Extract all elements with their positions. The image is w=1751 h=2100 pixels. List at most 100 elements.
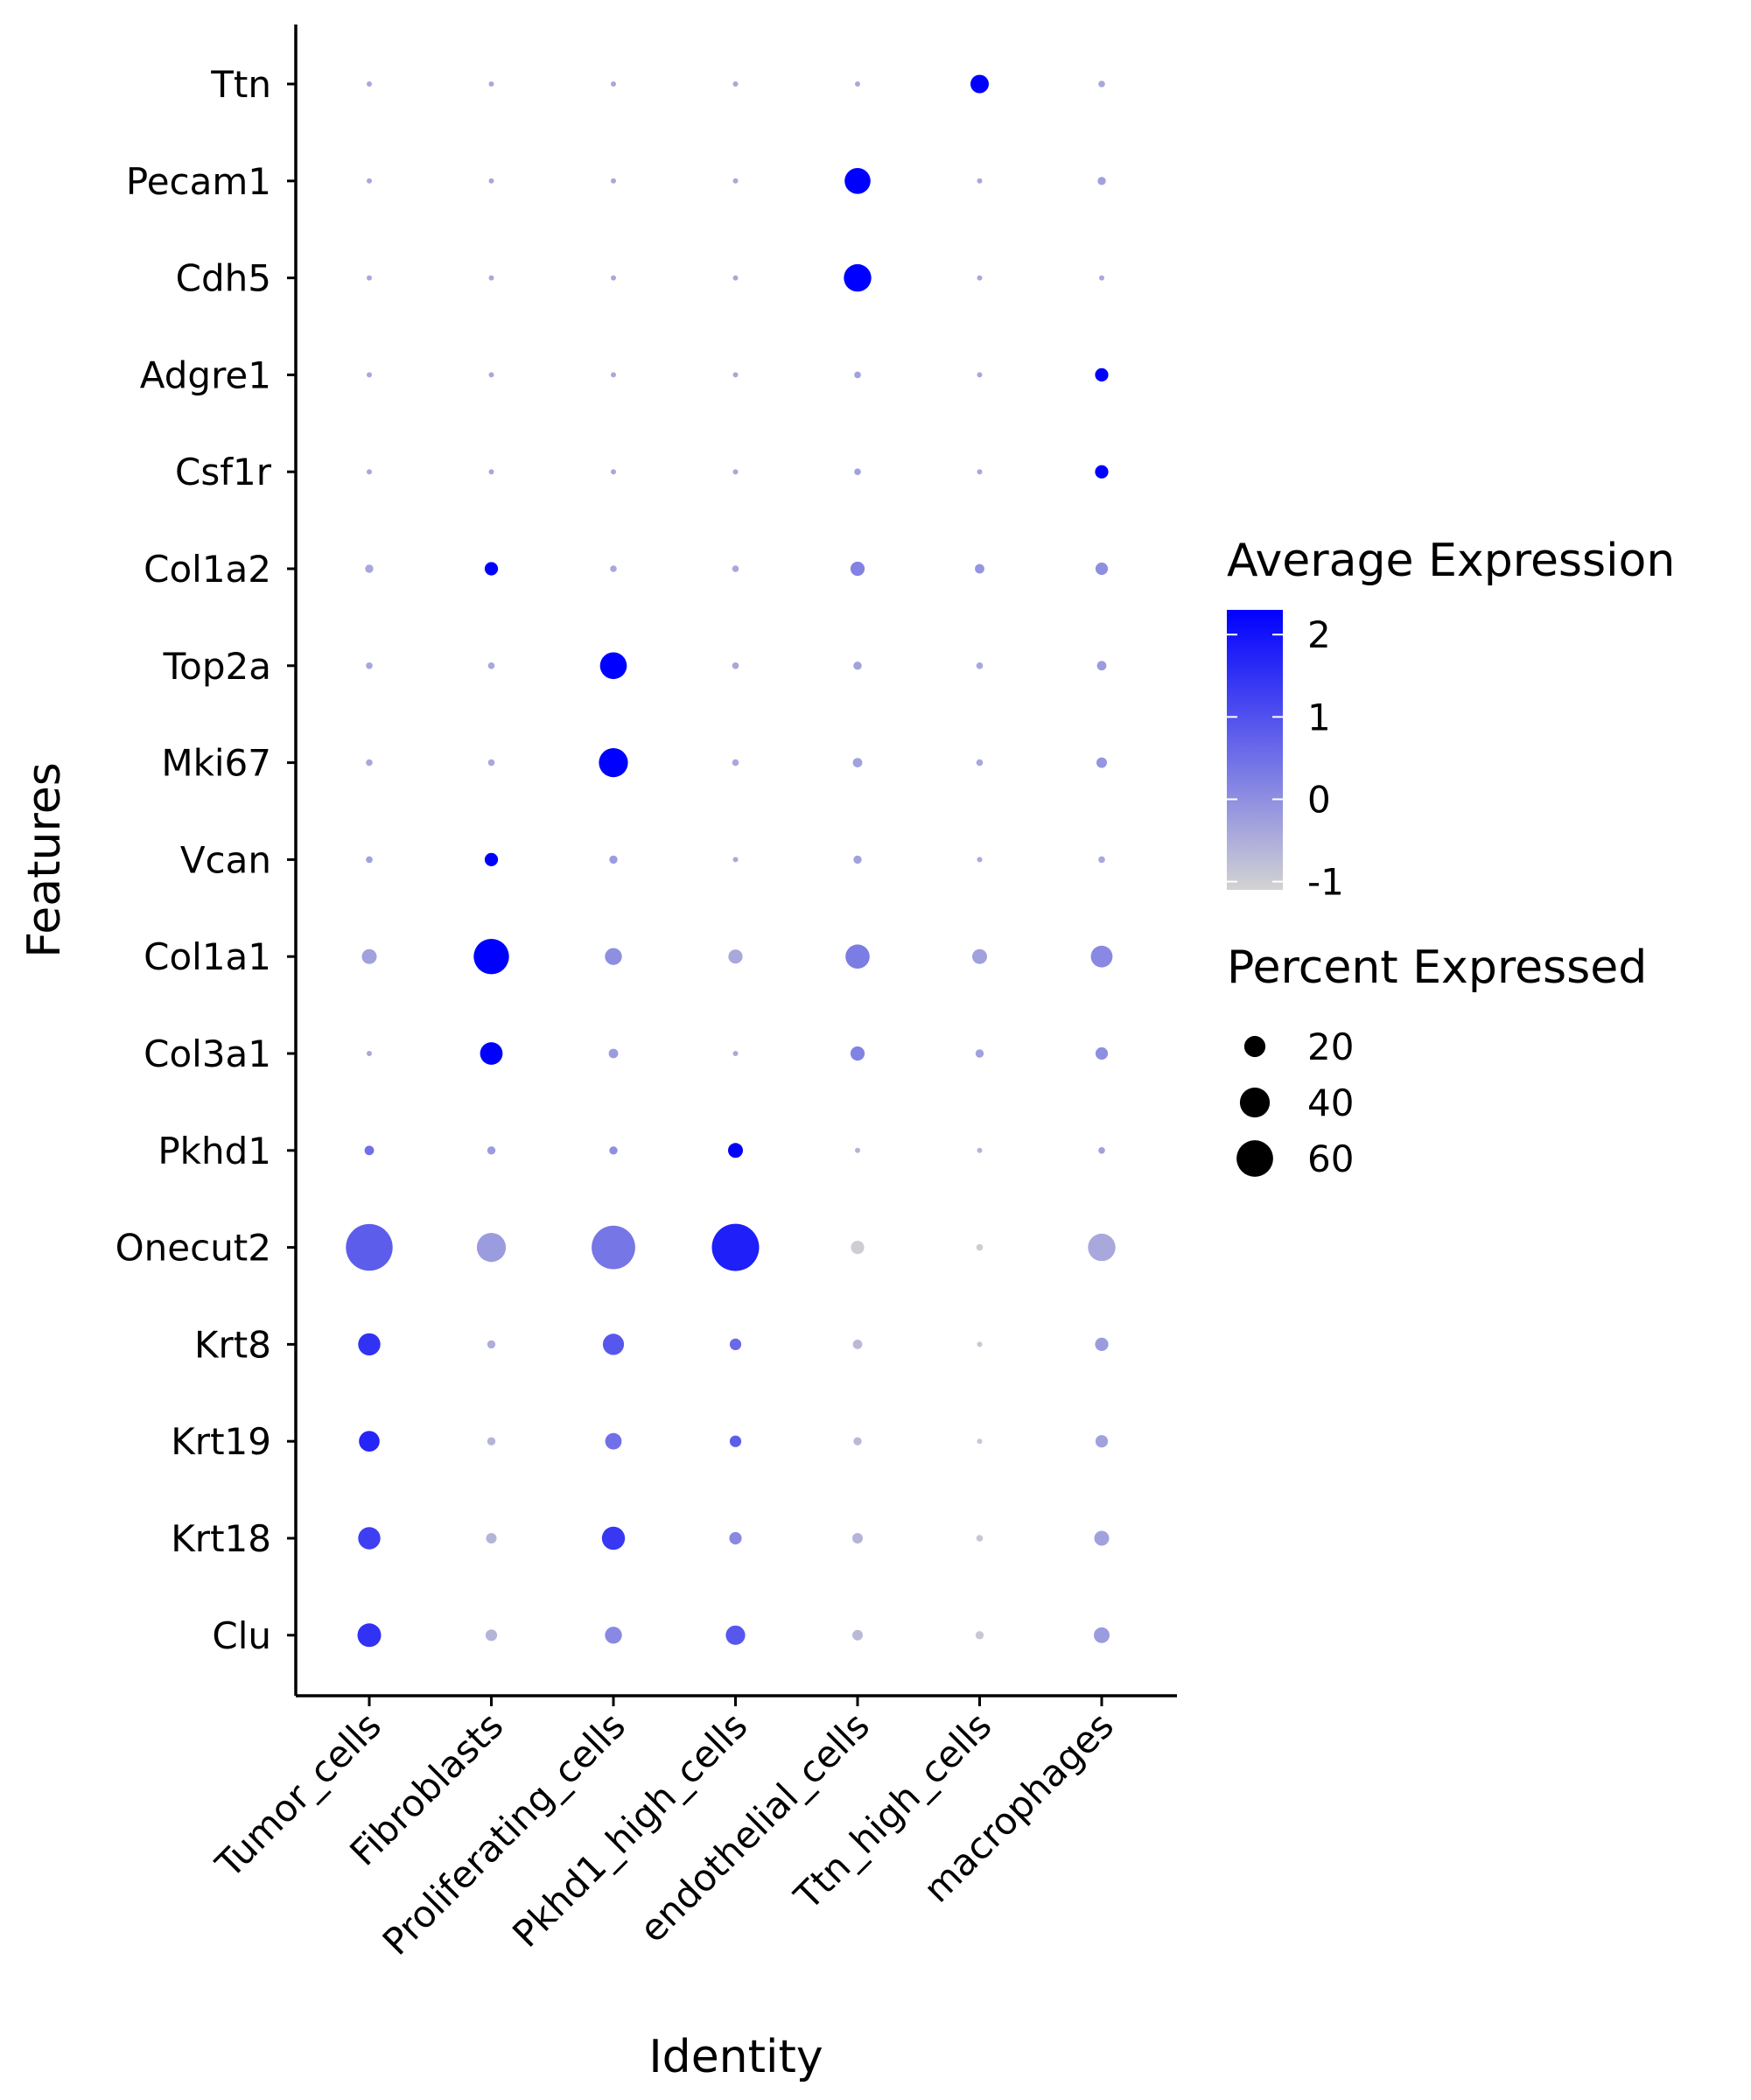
dot	[728, 949, 743, 964]
dot	[976, 759, 984, 766]
y-tick-label: Clu	[212, 1614, 271, 1657]
dot	[611, 81, 616, 87]
dot	[1095, 465, 1109, 479]
color-legend-tick-label: -1	[1307, 861, 1344, 904]
dot	[854, 468, 861, 475]
dot	[1098, 856, 1105, 864]
dot	[844, 168, 871, 194]
dot	[977, 1147, 983, 1153]
size-legend-label: 20	[1307, 1026, 1354, 1068]
dot	[485, 1629, 498, 1642]
y-tick-label: Csf1r	[175, 451, 272, 494]
dot	[854, 371, 861, 379]
x-tick-labels: Tumor_cellsFibroblastsProliferating_cell…	[207, 1696, 1122, 1964]
dot	[365, 564, 374, 573]
dot	[599, 748, 628, 778]
dot	[367, 372, 372, 378]
color-legend-tick-label: 2	[1307, 613, 1331, 656]
dot	[850, 1046, 865, 1061]
dot	[977, 1438, 983, 1445]
y-tick-label: Col1a2	[144, 548, 271, 591]
dot	[852, 1340, 863, 1349]
dot	[970, 74, 989, 94]
dot	[729, 1531, 742, 1545]
dot	[611, 469, 616, 475]
dot	[488, 275, 494, 281]
dot	[844, 263, 872, 292]
dot	[977, 469, 983, 475]
y-tick-label: Krt19	[171, 1420, 271, 1463]
dot	[725, 1625, 746, 1645]
y-axis-title: Features	[18, 762, 71, 958]
dot	[732, 759, 739, 766]
dot	[977, 372, 983, 378]
dot	[488, 81, 494, 87]
color-bar	[1227, 610, 1283, 890]
dot	[357, 1623, 382, 1648]
size-legend-label: 40	[1307, 1082, 1354, 1124]
color-legend-title: Average Expression	[1227, 535, 1675, 587]
size-legend-dot	[1239, 1087, 1271, 1118]
dot	[487, 662, 495, 669]
dot	[611, 275, 616, 281]
y-tick-label: Mki67	[161, 742, 271, 785]
y-tick-label: Col1a1	[144, 935, 271, 978]
dot	[977, 275, 983, 281]
dot	[853, 1437, 862, 1446]
dot	[977, 1341, 983, 1348]
dot	[592, 1225, 635, 1270]
y-tick-label: Top2a	[163, 645, 271, 688]
color-legend-tick-label: 1	[1307, 696, 1331, 738]
dot	[1098, 80, 1105, 88]
x-axis-title: Identity	[648, 2031, 823, 2083]
dot	[1090, 945, 1113, 968]
dot	[609, 855, 618, 864]
dot	[487, 1437, 496, 1446]
y-tick-label: Pkhd1	[158, 1130, 271, 1172]
size-legend-dot	[1243, 1035, 1266, 1058]
color-legend: Average Expression 2 1 0 -1	[1227, 535, 1675, 904]
dot	[1099, 275, 1104, 281]
dot	[977, 178, 983, 184]
dot	[608, 1048, 619, 1059]
y-tick-label: Col3a1	[144, 1032, 271, 1075]
dot	[732, 178, 739, 184]
dot	[473, 939, 509, 975]
dot	[601, 1526, 626, 1550]
dot	[732, 372, 739, 378]
dot	[855, 81, 860, 87]
dot	[732, 565, 739, 572]
size-legend-entries: 20 40 60	[1236, 1026, 1354, 1180]
dot	[609, 1146, 618, 1155]
y-tick-labels: Ttn Pecam1 Cdh5 Adgre1 Csf1r Col1a2 Top2a Mki67…	[116, 63, 296, 1657]
dot	[976, 1535, 984, 1542]
dot	[476, 1233, 507, 1263]
y-tick-label: Pecam1	[126, 160, 271, 203]
dot	[853, 855, 862, 864]
dots-layer	[346, 74, 1116, 1648]
dot	[855, 1147, 860, 1153]
dot	[850, 561, 865, 577]
color-legend-ticks: 2 1 0 -1	[1227, 613, 1344, 904]
dot	[976, 1243, 984, 1251]
dot	[367, 81, 372, 87]
dot	[602, 1334, 625, 1355]
y-tick-label: Adgre1	[140, 354, 271, 396]
y-tick-label: Krt8	[194, 1323, 271, 1366]
dot	[972, 948, 987, 964]
dot	[367, 469, 372, 475]
dot	[852, 1533, 863, 1544]
dot	[977, 857, 983, 863]
dot	[711, 1223, 760, 1271]
dot	[1094, 1627, 1110, 1643]
dot	[611, 372, 616, 378]
dot	[851, 1241, 865, 1255]
dot	[484, 562, 499, 576]
dot	[358, 1527, 381, 1550]
dot	[1095, 368, 1109, 382]
dot	[367, 1051, 372, 1056]
dot	[976, 662, 984, 669]
dot	[366, 662, 373, 669]
dot	[853, 662, 862, 670]
